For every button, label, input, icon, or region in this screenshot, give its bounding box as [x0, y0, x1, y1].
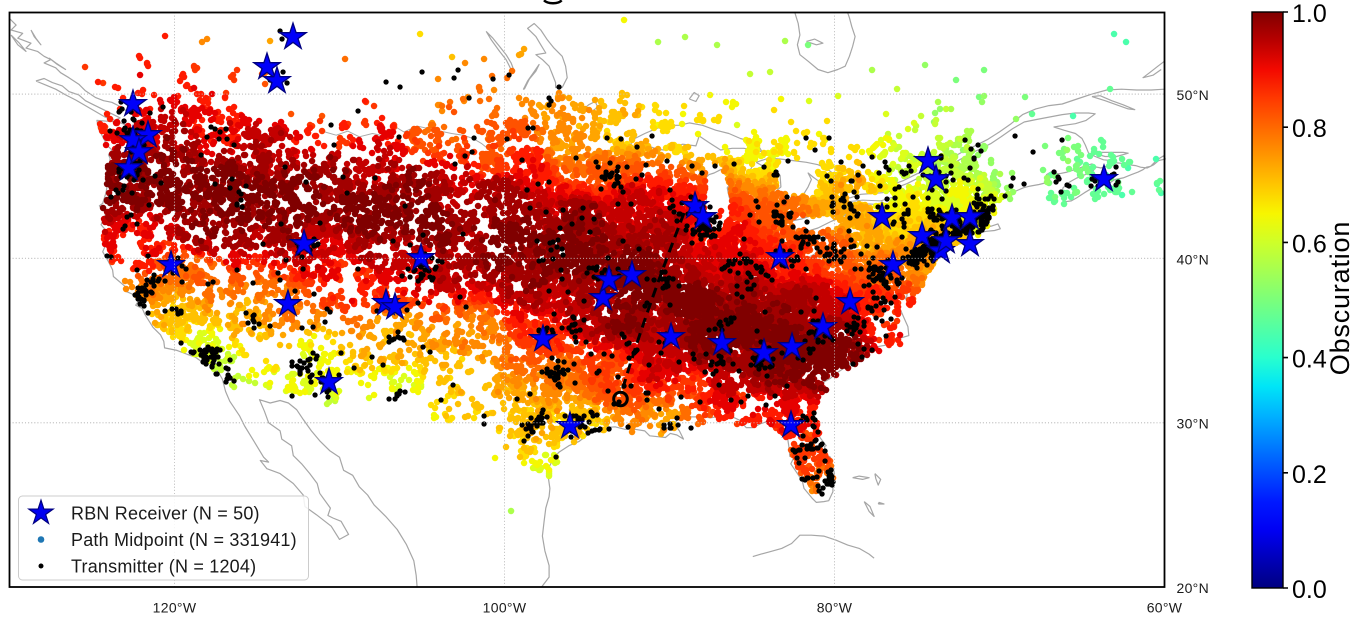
svg-text:RBN Receiver (N = 50): RBN Receiver (N = 50)	[71, 504, 260, 524]
svg-text:40°N: 40°N	[1177, 251, 1209, 267]
svg-text:60°W: 60°W	[1147, 600, 1183, 616]
svg-text:Path Midpoint (N = 331941): Path Midpoint (N = 331941)	[71, 530, 297, 550]
svg-text:100°W: 100°W	[483, 600, 527, 616]
svg-text:30°N: 30°N	[1177, 416, 1209, 432]
svg-text:20°N: 20°N	[1177, 580, 1209, 596]
svg-text:0.4: 0.4	[1292, 346, 1327, 374]
svg-text:80°W: 80°W	[817, 600, 853, 616]
svg-text:0.0: 0.0	[1292, 576, 1327, 604]
svg-text:Transmitter (N = 1204): Transmitter (N = 1204)	[71, 557, 256, 577]
svg-text:0.8: 0.8	[1292, 115, 1327, 143]
svg-text:50°N: 50°N	[1177, 87, 1209, 103]
svg-text:Obscuration: Obscuration	[1325, 221, 1355, 375]
svg-text:0.2: 0.2	[1292, 461, 1327, 489]
svg-text:120°W: 120°W	[153, 600, 197, 616]
svg-text:1.0: 1.0	[1292, 0, 1327, 28]
svg-text:0.6: 0.6	[1292, 230, 1327, 258]
